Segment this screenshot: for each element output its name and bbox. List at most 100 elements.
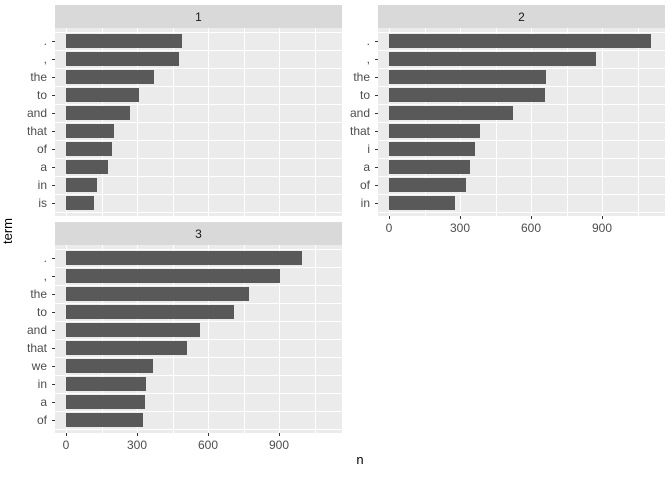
- x-tick-mark: [137, 433, 139, 436]
- gridline-horizontal: [378, 175, 665, 177]
- gridline-horizontal: [55, 248, 342, 250]
- bar-period: [66, 33, 182, 49]
- y-tick-mark: [52, 401, 55, 403]
- gridline-minor: [314, 245, 316, 433]
- y-tick-label: .: [43, 251, 47, 265]
- y-tick-label: a: [363, 160, 370, 174]
- gridline-horizontal: [55, 428, 342, 430]
- gridline-major: [460, 28, 462, 216]
- gridline-major: [389, 28, 391, 216]
- y-tick-label: in: [37, 377, 47, 391]
- gridline-horizontal: [378, 49, 665, 51]
- y-tick-label: ,: [43, 52, 47, 66]
- bar-a: [389, 159, 470, 175]
- gridline-horizontal: [55, 410, 342, 412]
- gridline-horizontal: [55, 374, 342, 376]
- y-tick-mark: [52, 293, 55, 295]
- x-axis-title: n: [356, 452, 364, 467]
- y-tick-mark: [52, 112, 55, 114]
- y-tick-label: to: [36, 305, 47, 319]
- x-tick-label: 300: [126, 438, 148, 452]
- bar-and: [389, 105, 513, 121]
- y-tick-mark: [52, 40, 55, 42]
- gridline-minor: [172, 28, 174, 216]
- bar-and: [66, 322, 200, 338]
- bar-that: [66, 123, 114, 139]
- y-tick-label: ,: [43, 269, 47, 283]
- x-axis: 0 300 600 900: [378, 216, 665, 240]
- facet-panel: ., the to and that of a in is: [27, 28, 342, 216]
- gridline-minor: [424, 28, 426, 216]
- facet-strip-label: 3: [195, 226, 202, 241]
- y-tick-mark: [375, 166, 378, 168]
- y-tick-mark: [52, 184, 55, 186]
- gridline-horizontal: [55, 320, 342, 322]
- bar-comma: [66, 268, 280, 284]
- gridline-horizontal: [55, 67, 342, 69]
- bar-of: [66, 412, 143, 428]
- gridline-horizontal: [55, 103, 342, 105]
- y-tick-mark: [52, 202, 55, 204]
- y-tick-mark: [52, 166, 55, 168]
- gridline-horizontal: [55, 121, 342, 123]
- y-tick-label: and: [26, 323, 47, 337]
- bar-the: [66, 69, 155, 85]
- x-tick-mark: [389, 216, 391, 219]
- x-tick-label: 600: [521, 221, 542, 235]
- gridline-major: [66, 28, 68, 216]
- gridline-minor: [314, 28, 316, 216]
- gridline-horizontal: [55, 85, 342, 87]
- gridline-horizontal: [55, 31, 342, 33]
- gridline-horizontal: [378, 157, 665, 159]
- gridline-minor: [101, 28, 103, 216]
- bar-we: [66, 358, 154, 374]
- y-tick-label: a: [40, 160, 47, 174]
- gridline-minor: [243, 245, 245, 433]
- facet-cell-1: 1 ., the to and that of a in is: [27, 5, 342, 216]
- bar-a: [66, 159, 108, 175]
- y-tick-label: a: [40, 395, 47, 409]
- bar-that: [389, 123, 480, 139]
- facet-strip: 1: [55, 5, 342, 28]
- gridline-horizontal: [55, 139, 342, 141]
- gridline-major: [66, 245, 68, 433]
- y-tick-label: of: [36, 413, 47, 427]
- y-tick-label: to: [359, 88, 370, 102]
- y-tick-mark: [52, 329, 55, 331]
- bar-of: [66, 141, 112, 157]
- bar-to: [389, 87, 545, 103]
- bar-the: [66, 286, 250, 302]
- gridline-horizontal: [55, 356, 342, 358]
- x-tick-label: 300: [449, 221, 471, 235]
- y-tick-mark: [52, 383, 55, 385]
- y-tick-label: the: [30, 70, 47, 84]
- bar-in: [389, 195, 456, 211]
- facet-panel: ., the to and that i a of in: [350, 28, 665, 216]
- x-axis: 0 300 600 900: [55, 433, 342, 457]
- facet-strip-label: 2: [518, 9, 525, 24]
- x-tick-label: 900: [269, 438, 290, 452]
- gridline-horizontal: [378, 67, 665, 69]
- y-tick-label: the: [353, 70, 370, 84]
- y-tick-label: is: [38, 196, 47, 210]
- y-tick-label: in: [37, 178, 47, 192]
- bar-the: [389, 69, 546, 85]
- bar-period: [389, 33, 651, 49]
- bar-period: [66, 250, 302, 266]
- facet-cell-2: 2 ., the to and that i a of in 0 300 600 900: [350, 5, 665, 235]
- y-tick-label: of: [359, 178, 370, 192]
- y-tick-mark: [52, 94, 55, 96]
- gridline-horizontal: [55, 392, 342, 394]
- x-tick-label: 600: [198, 438, 219, 452]
- y-tick-label: that: [349, 124, 370, 138]
- bar-comma: [389, 51, 597, 67]
- y-tick-label: ,: [366, 52, 370, 66]
- gridline-horizontal: [55, 193, 342, 195]
- gridline-horizontal: [55, 157, 342, 159]
- x-tick-mark: [602, 216, 604, 219]
- x-tick-mark: [531, 216, 533, 219]
- gridline-horizontal: [55, 49, 342, 51]
- y-tick-label: and: [349, 106, 370, 120]
- y-tick-mark: [375, 112, 378, 114]
- gridline-major: [208, 28, 210, 216]
